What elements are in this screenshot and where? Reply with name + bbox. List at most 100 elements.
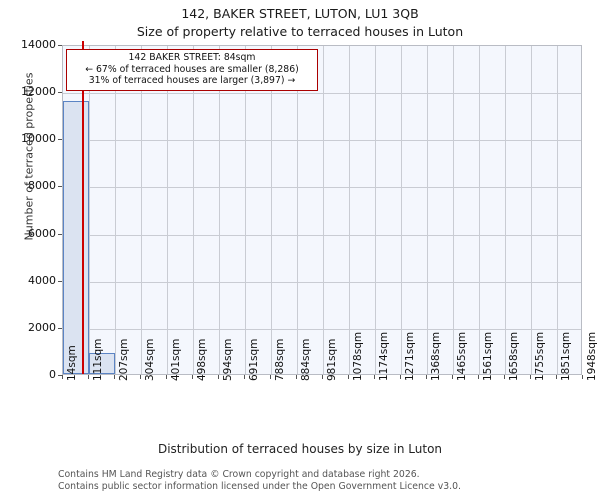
x-axis-tick-mark: [166, 375, 167, 379]
x-axis-tick-mark: [582, 375, 583, 379]
x-axis-tick-mark: [426, 375, 427, 379]
y-axis-tick-mark: [58, 375, 62, 376]
x-axis-tick-label: 401sqm: [170, 338, 182, 381]
y-axis-tick-label: 2000: [28, 320, 56, 334]
vertical-gridline: [323, 46, 324, 374]
x-axis-tick-mark: [62, 375, 63, 379]
vertical-gridline: [89, 46, 90, 374]
y-axis-tick-mark: [58, 186, 62, 188]
x-axis-tick-mark: [400, 375, 401, 379]
y-axis-tick-label: 0: [49, 368, 56, 381]
x-axis-tick-mark: [192, 375, 193, 379]
x-axis-tick-label: 1948sqm: [586, 331, 598, 381]
x-axis-tick-mark: [296, 375, 297, 379]
x-axis-tick-label: 111sqm: [92, 338, 104, 381]
y-axis-tick-label: 8000: [28, 179, 56, 193]
x-axis-tick-label: 14sqm: [66, 345, 78, 381]
horizontal-gridline: [63, 140, 581, 142]
vertical-gridline: [531, 46, 532, 374]
x-axis-tick-label: 1658sqm: [508, 331, 520, 381]
x-axis-tick-label: 1851sqm: [560, 331, 572, 381]
vertical-gridline: [349, 46, 350, 374]
x-axis-tick-mark: [270, 375, 271, 379]
vertical-gridline: [297, 46, 298, 374]
footer-line-1: Contains HM Land Registry data © Crown c…: [58, 469, 420, 480]
x-axis-tick-label: 207sqm: [118, 338, 130, 381]
vertical-gridline: [141, 46, 142, 374]
horizontal-gridline: [63, 93, 581, 95]
y-axis-tick-mark: [58, 92, 62, 94]
x-axis-tick-mark: [504, 375, 505, 379]
horizontal-gridline: [63, 234, 581, 236]
x-axis-tick-label: 498sqm: [196, 338, 208, 381]
horizontal-gridline: [63, 281, 581, 283]
vertical-gridline: [401, 46, 402, 374]
x-axis-tick-label: 594sqm: [222, 338, 234, 381]
y-axis-tick-mark: [58, 327, 62, 329]
vertical-gridline: [115, 46, 116, 374]
y-axis-tick-mark: [58, 139, 62, 141]
footer: Contains HM Land Registry data © Crown c…: [58, 469, 461, 492]
property-annotation-box: 142 BAKER STREET: 84sqm ← 67% of terrace…: [66, 49, 318, 91]
x-axis-tick-label: 691sqm: [248, 338, 260, 381]
vertical-gridline: [375, 46, 376, 374]
x-axis-tick-label: 1078sqm: [352, 331, 364, 381]
x-axis-tick-mark: [322, 375, 323, 379]
x-axis-tick-mark: [452, 375, 453, 379]
x-axis-tick-mark: [348, 375, 349, 379]
x-axis-tick-label: 981sqm: [326, 338, 338, 381]
x-axis-tick-mark: [140, 375, 141, 379]
x-axis-tick-label: 1465sqm: [456, 331, 468, 381]
x-axis-tick-mark: [478, 375, 479, 379]
y-axis-tick-label: 6000: [28, 226, 56, 240]
vertical-gridline: [479, 46, 480, 374]
x-axis-tick-label: 1755sqm: [534, 331, 546, 381]
vertical-gridline: [557, 46, 558, 374]
x-axis-tick-label: 304sqm: [144, 338, 156, 381]
histogram-bar: [89, 352, 115, 374]
plot-area: [62, 41, 582, 375]
vertical-gridline: [271, 46, 272, 374]
vertical-gridline: [167, 46, 168, 374]
x-axis-tick-label: 884sqm: [300, 338, 312, 381]
y-axis-tick-mark: [58, 45, 62, 46]
x-axis-tick-label: 1174sqm: [378, 331, 390, 381]
annotation-line-property: 142 BAKER STREET: 84sqm: [128, 52, 256, 63]
vertical-gridline: [453, 46, 454, 374]
x-axis-tick-mark: [88, 375, 89, 379]
annotation-line-larger: 31% of terraced houses are larger (3,897…: [88, 75, 296, 87]
y-axis-tick-label: 12000: [21, 85, 56, 99]
y-axis-tick-mark: [58, 280, 62, 282]
x-axis-tick-label: 788sqm: [274, 338, 286, 381]
page-subtitle: Size of property relative to terraced ho…: [136, 24, 464, 39]
vertical-gridline: [245, 46, 246, 374]
vertical-gridline: [219, 46, 220, 374]
y-axis-tick-mark: [58, 233, 62, 235]
x-axis-tick-mark: [374, 375, 375, 379]
histogram-bar: [63, 100, 89, 374]
title-block: 142, BAKER STREET, LUTON, LU1 3QB Size o…: [0, 0, 600, 39]
y-axis-tick-label: 10000: [21, 132, 56, 146]
y-axis-tick-label: 14000: [21, 38, 56, 51]
x-axis-tick-mark: [114, 375, 115, 379]
x-axis-tick-mark: [530, 375, 531, 379]
x-axis-title: Distribution of terraced houses by size …: [157, 442, 443, 456]
page-title: 142, BAKER STREET, LUTON, LU1 3QB: [181, 6, 419, 21]
x-axis-tick-label: 1271sqm: [404, 331, 416, 381]
horizontal-gridline: [63, 187, 581, 189]
x-axis-tick-mark: [244, 375, 245, 379]
property-marker-line: [81, 41, 84, 374]
x-axis-tick-mark: [556, 375, 557, 379]
vertical-gridline: [193, 46, 194, 374]
vertical-gridline: [505, 46, 506, 374]
y-axis-tick-label: 4000: [28, 273, 56, 287]
x-axis-tick-mark: [218, 375, 219, 379]
vertical-gridline: [427, 46, 428, 374]
horizontal-gridline: [63, 328, 581, 330]
x-axis-tick-label: 1561sqm: [482, 331, 494, 381]
footer-line-2: Contains public sector information licen…: [58, 480, 461, 492]
y-axis-title: Number of terraced properties: [22, 72, 36, 241]
x-axis-tick-label: 1368sqm: [430, 331, 442, 381]
annotation-line-smaller: ← 67% of terraced houses are smaller (8,…: [85, 63, 299, 75]
